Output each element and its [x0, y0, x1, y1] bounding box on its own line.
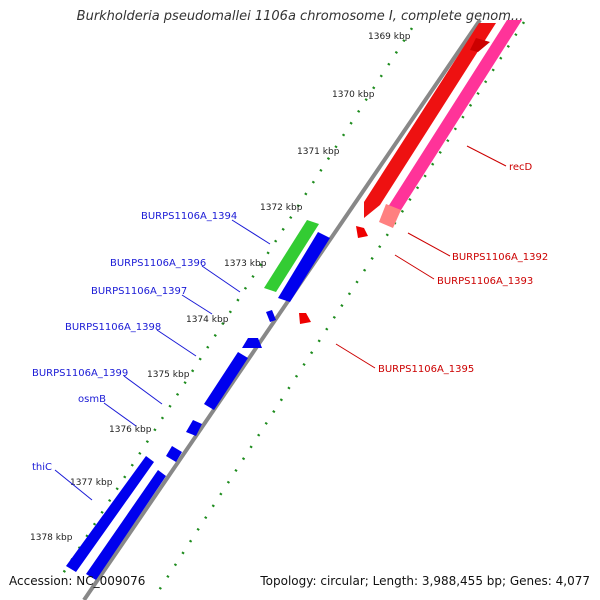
leader-line — [394, 254, 435, 280]
tick-label: 1372 kbp — [260, 203, 303, 213]
tick-label: 1374 kbp — [186, 315, 229, 325]
feature-thic-blue-2 — [86, 470, 166, 580]
forward-features — [66, 220, 330, 580]
leader-line — [54, 469, 93, 501]
gene-label-1396[interactable]: BURPS1106A_1396 — [110, 258, 206, 269]
feature-1393-arrow — [356, 226, 368, 238]
tick-label: 1376 kbp — [109, 425, 152, 435]
map-title: Burkholderia pseudomallei 1106a chromoso… — [76, 9, 524, 24]
reverse-features — [299, 20, 522, 324]
forward-gene-labels: BURPS1106A_1394 BURPS1106A_1396 BURPS110… — [32, 211, 271, 501]
feature-1398-blue — [204, 352, 248, 410]
tick-label: 1375 kbp — [147, 370, 190, 380]
tick-label: 1378 kbp — [30, 533, 73, 543]
tick-label: 1369 kbp — [368, 32, 411, 42]
leader-line — [407, 232, 451, 257]
feature-1395-arrow — [299, 313, 311, 324]
feature-recd-track-red — [364, 23, 496, 218]
gene-label-1395[interactable]: BURPS1106A_1395 — [378, 364, 474, 375]
leader-line — [335, 343, 376, 369]
leader-line — [181, 294, 213, 315]
tick-label: 1377 kbp — [70, 478, 113, 488]
reverse-gene-labels: recD BURPS1106A_1392 BURPS1106A_1393 BUR… — [335, 145, 548, 375]
outer-dotted-guide — [60, 27, 414, 576]
feature-recd-arrow-red — [470, 38, 490, 52]
gene-label-1399[interactable]: BURPS1106A_1399 — [32, 368, 128, 379]
topology-summary: Topology: circular; Length: 3,988,455 bp… — [260, 574, 590, 588]
gene-label-1397[interactable]: BURPS1106A_1397 — [91, 286, 187, 297]
gene-label-thic[interactable]: thiC — [32, 462, 52, 473]
leader-line — [201, 265, 241, 293]
feature-thic-blue-1 — [66, 456, 154, 572]
gene-label-1394[interactable]: BURPS1106A_1394 — [141, 211, 237, 222]
feature-1396-blue — [266, 310, 276, 322]
feature-1394-blue — [278, 232, 330, 302]
tick-labels: 1369 kbp 1370 kbp 1371 kbp 1372 kbp 1373… — [30, 32, 411, 543]
feature-1392-box — [379, 204, 401, 228]
chromosome-backbone — [82, 18, 482, 600]
leader-line — [231, 219, 271, 245]
tick-label: 1373 kbp — [224, 259, 267, 269]
feature-pink-track — [386, 20, 522, 210]
inner-dotted-guide — [154, 21, 526, 596]
leader-line — [103, 402, 137, 427]
tick-label: 1370 kbp — [332, 90, 375, 100]
gene-label-recd[interactable]: recD — [509, 162, 533, 173]
feature-1399-blue — [186, 420, 202, 436]
leader-line — [123, 375, 163, 405]
feature-osmb-blue — [166, 446, 182, 462]
accession-label: Accession: NC_009076 — [9, 574, 146, 588]
leader-line — [466, 145, 507, 167]
leader-line — [156, 329, 197, 357]
feature-1397-blue — [242, 338, 262, 348]
gene-label-1398[interactable]: BURPS1106A_1398 — [65, 322, 161, 333]
gene-label-1393[interactable]: BURPS1106A_1393 — [437, 276, 533, 287]
gene-label-osmb[interactable]: osmB — [78, 394, 106, 405]
gene-label-1392[interactable]: BURPS1106A_1392 — [452, 252, 548, 263]
feature-green-rna — [264, 220, 319, 292]
tick-guides — [60, 21, 526, 596]
tick-label: 1371 kbp — [297, 147, 340, 157]
